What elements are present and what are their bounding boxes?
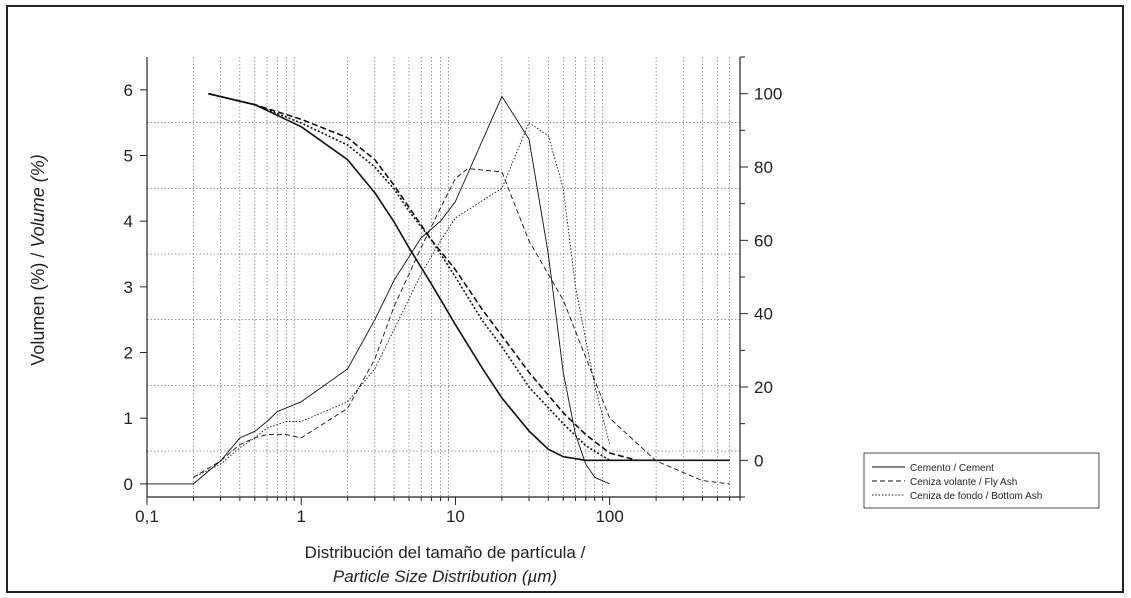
y-right-tick-label: 80 (754, 158, 773, 177)
series-line (193, 122, 611, 478)
y-right-tick-label: 60 (754, 231, 773, 250)
y-left-tick-label: 0 (124, 475, 133, 494)
series-line (208, 92, 611, 461)
axes (140, 56, 748, 505)
series-line (147, 95, 610, 485)
y-right-tick-label: 0 (754, 451, 763, 470)
x-tick-label: 10 (446, 507, 465, 526)
x-tick-label: 0,1 (135, 507, 159, 526)
x-tick-label: 100 (595, 507, 623, 526)
chart-frame (6, 5, 1124, 593)
x-tick-label: 1 (296, 507, 305, 526)
y-left-tick-label: 3 (124, 278, 133, 297)
legend-label: Ceniza de fondo / Bottom Ash (910, 491, 1042, 502)
y-left-tick-label: 1 (124, 409, 133, 428)
y-right-tick-label: 20 (754, 378, 773, 397)
legend: Cemento / Cement Ceniza volante / Fly Ash… (863, 452, 1100, 509)
y-left-tick-label: 4 (124, 212, 133, 231)
legend-box (863, 452, 1100, 509)
y-left-tick-label: 2 (124, 344, 133, 363)
y-left-tick-label: 5 (124, 147, 133, 166)
y-right-tick-label: 40 (754, 305, 773, 324)
legend-label: Ceniza volante / Fly Ash (910, 477, 1017, 488)
grid (147, 57, 741, 497)
series-line (193, 168, 730, 485)
series-line (208, 92, 730, 462)
series-line (208, 92, 638, 462)
series (147, 92, 730, 485)
x-axis-label-line2: Particle Size Distribution (µm) (333, 567, 557, 586)
legend-label: Cemento / Cement (910, 463, 994, 474)
x-axis-label-line1: Distribución del tamaño de partícula / (305, 543, 586, 562)
y-axis-left-label: Volumen (%) / Volume (%) (28, 154, 48, 365)
y-right-tick-label: 100 (754, 85, 782, 104)
y-left-tick-label: 6 (124, 81, 133, 100)
